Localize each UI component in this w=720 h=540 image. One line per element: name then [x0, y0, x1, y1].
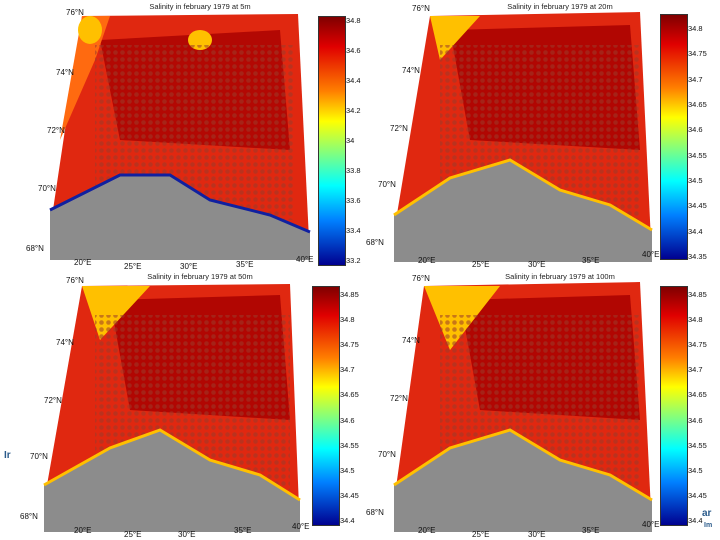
- salinity-map: [49, 14, 311, 260]
- lon-label: 30°E: [178, 530, 196, 539]
- lat-label: 70°N: [38, 184, 56, 193]
- map-panel-100m: Salinity in february 1979 at 100m 76°N 7…: [360, 270, 720, 540]
- colorbar-tick: 34.6: [340, 415, 355, 425]
- salinity-map: [393, 282, 653, 532]
- colorbar-tick: 33.2: [346, 256, 361, 265]
- lon-label: 20°E: [418, 256, 436, 265]
- colorbar-tick: 34.4: [346, 76, 361, 85]
- colorbar-tick: 34.55: [340, 440, 359, 450]
- colorbar-tick: 34.6: [346, 46, 361, 55]
- panel-title: Salinity in february 1979 at 20m: [507, 2, 613, 11]
- colorbar-tick: 34.85: [340, 290, 359, 299]
- colorbar-tick: 34.8: [346, 16, 361, 25]
- lon-label: 35°E: [236, 260, 254, 269]
- colorbar-tick: 33.4: [346, 226, 361, 235]
- colorbar-tick: 34.45: [688, 490, 707, 500]
- colorbar-tick: 34.65: [340, 390, 359, 400]
- lat-label: 68°N: [26, 244, 44, 253]
- colorbar-tick: 34.45: [688, 201, 707, 211]
- lon-label: 20°E: [418, 526, 436, 535]
- lat-label: 72°N: [44, 396, 62, 405]
- edge-fragment: Ir: [4, 450, 11, 461]
- lat-label: 74°N: [402, 336, 420, 345]
- colorbar-tick: 34.2: [346, 106, 361, 115]
- lon-label: 25°E: [124, 262, 142, 271]
- lat-label: 76°N: [66, 276, 84, 285]
- colorbar-tick: 34.8: [688, 315, 703, 325]
- colorbar-tick: 34.7: [688, 365, 703, 375]
- lat-label: 74°N: [56, 338, 74, 347]
- lat-label: 70°N: [30, 452, 48, 461]
- colorbar-tick: 34.5: [688, 465, 703, 475]
- panel-title: Salinity in february 1979 at 5m: [149, 2, 251, 11]
- colorbar-tick: 34.75: [688, 340, 707, 350]
- lat-label: 70°N: [378, 450, 396, 459]
- colorbar: [660, 14, 688, 260]
- lon-label: 40°E: [642, 520, 660, 529]
- colorbar-tick: 34.55: [688, 440, 707, 450]
- lon-label: 30°E: [180, 262, 198, 271]
- colorbar-tick: 34.6: [688, 125, 703, 135]
- colorbar: [312, 286, 340, 526]
- lon-label: 35°E: [582, 256, 600, 265]
- lat-label: 76°N: [412, 274, 430, 283]
- lat-label: 74°N: [56, 68, 74, 77]
- colorbar-tick: 34.5: [340, 465, 355, 475]
- colorbar-tick: 34.8: [340, 315, 355, 325]
- lat-label: 68°N: [20, 512, 38, 521]
- panel-title: Salinity in february 1979 at 100m: [505, 272, 615, 281]
- map-panel-50m: Salinity in february 1979 at 50m 76°N 74…: [0, 270, 360, 540]
- colorbar-tick: 34.75: [688, 49, 707, 59]
- colorbar-tick: 34.6: [688, 415, 703, 425]
- colorbar: [318, 16, 346, 266]
- colorbar-tick: 34.35: [688, 252, 707, 261]
- map-panel-5m: Salinity in february 1979 at 5m 76°N 74°…: [0, 0, 361, 271]
- colorbar-tick: 34.45: [340, 490, 359, 500]
- lon-label: 40°E: [296, 255, 314, 264]
- colorbar-tick: 34.4: [688, 226, 703, 236]
- lat-label: 76°N: [66, 8, 84, 17]
- colorbar-tick: 34.4: [340, 516, 355, 525]
- lat-label: 68°N: [366, 508, 384, 517]
- salinity-map: [393, 12, 653, 262]
- lat-label: 68°N: [366, 238, 384, 247]
- map-panel-20m: Salinity in february 1979 at 20m 76°N 74…: [360, 0, 720, 270]
- colorbar-tick: 33.8: [346, 166, 361, 175]
- colorbar-tick: 34.8: [688, 24, 703, 33]
- lat-label: 70°N: [378, 180, 396, 189]
- colorbar-tick: 34.75: [340, 340, 359, 350]
- colorbar-tick: 34.65: [688, 390, 707, 400]
- lon-label: 30°E: [528, 260, 546, 269]
- lon-label: 25°E: [472, 260, 490, 269]
- salinity-map: [43, 284, 301, 532]
- lon-label: 40°E: [292, 522, 310, 531]
- edge-fragment: Im: [704, 522, 713, 529]
- lon-label: 25°E: [124, 530, 142, 539]
- lat-label: 72°N: [47, 126, 65, 135]
- colorbar-tick: 34.85: [688, 290, 707, 299]
- edge-fragment: ar: [702, 508, 712, 519]
- colorbar: [660, 286, 688, 526]
- lat-label: 72°N: [390, 124, 408, 133]
- lon-label: 35°E: [582, 526, 600, 535]
- colorbar-tick: 34: [346, 136, 355, 145]
- lat-label: 76°N: [412, 4, 430, 13]
- lon-label: 20°E: [74, 258, 92, 267]
- colorbar-tick: 34.65: [688, 100, 707, 109]
- colorbar-tick: 34.55: [688, 150, 707, 160]
- lat-label: 74°N: [402, 66, 420, 75]
- lon-label: 30°E: [528, 530, 546, 539]
- lat-label: 72°N: [390, 394, 408, 403]
- lon-label: 20°E: [74, 526, 92, 535]
- colorbar-tick: 34.4: [688, 516, 703, 525]
- colorbar-tick: 33.6: [346, 196, 361, 205]
- colorbar-tick: 34.7: [340, 365, 355, 375]
- lon-label: 35°E: [234, 526, 252, 535]
- panel-title: Salinity in february 1979 at 50m: [147, 272, 253, 281]
- lon-label: 40°E: [642, 250, 660, 259]
- colorbar-tick: 34.5: [688, 176, 703, 185]
- colorbar-tick: 34.7: [688, 74, 703, 84]
- lon-label: 25°E: [472, 530, 490, 539]
